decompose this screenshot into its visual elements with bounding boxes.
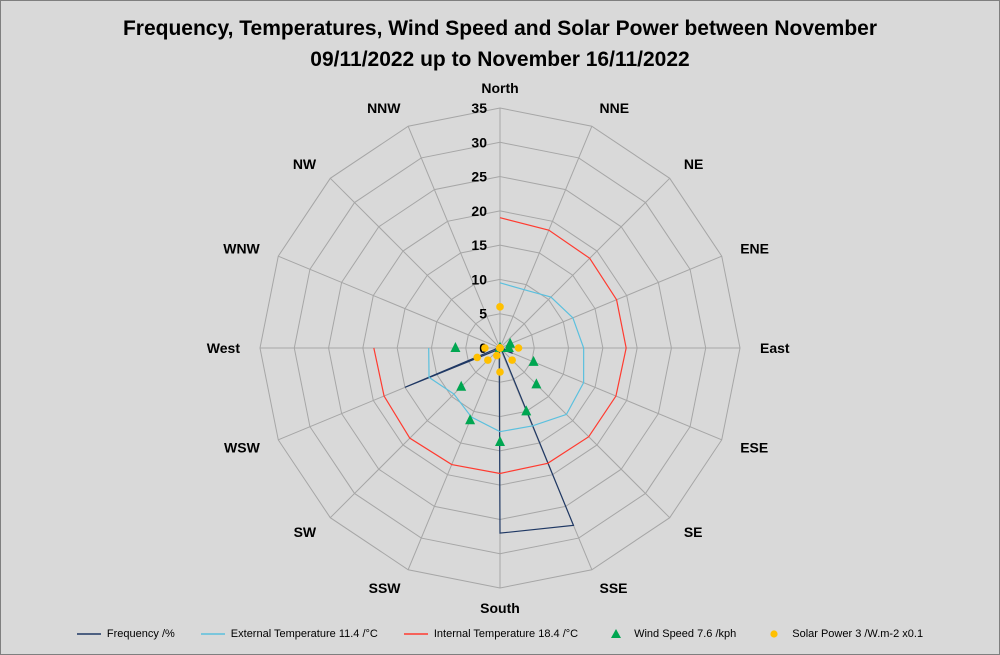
legend-label: External Temperature 11.4 /°C <box>230 628 378 640</box>
category-label: NNE <box>599 100 629 116</box>
legend-label: Internal Temperature 18.4 /°C <box>433 628 579 640</box>
grid-spoke <box>499 126 593 349</box>
category-label: WNW <box>223 241 260 257</box>
legend-label: Frequency /% <box>106 628 175 640</box>
category-label: SE <box>684 524 703 540</box>
solar-power-point <box>508 356 516 364</box>
radial-tick-label: 15 <box>471 237 487 253</box>
solar-power-point <box>484 356 492 364</box>
grid-spoke <box>499 347 671 519</box>
chart-title: Frequency, Temperatures, Wind Speed and … <box>122 17 878 71</box>
category-label: NNW <box>367 100 401 116</box>
series-line <box>428 282 585 433</box>
category-label: South <box>480 600 520 616</box>
legend-swatch <box>611 629 622 638</box>
wind-speed-point <box>503 342 514 352</box>
wind-speed-point <box>450 342 461 352</box>
legend-item: External Temperature 11.4 /°C <box>200 628 378 640</box>
radial-tick-label: 20 <box>471 203 487 219</box>
legend-item: Frequency /% <box>76 628 175 640</box>
solar-power-point <box>493 351 501 360</box>
legend-label: Solar Power 3 /W.m-2 x0.1 <box>792 628 924 640</box>
legend-swatch <box>770 630 778 638</box>
legend-swatch <box>76 633 101 635</box>
category-label: North <box>481 80 518 96</box>
legend-marker <box>611 629 622 638</box>
solar-power-point <box>514 344 523 352</box>
wind-speed-point <box>495 435 505 446</box>
category-label: WSW <box>224 439 261 455</box>
solar-power-point <box>473 353 481 362</box>
category-label: SW <box>294 524 317 540</box>
category-label: NE <box>684 156 703 172</box>
solar-power-point <box>496 368 504 376</box>
wind-speed-point <box>528 355 539 366</box>
solar-power-point <box>496 344 504 352</box>
category-label: West <box>207 340 241 356</box>
legend-item: Internal Temperature 18.4 /°C <box>403 628 579 640</box>
grid-spoke <box>499 177 671 349</box>
grid-spoke <box>278 255 501 349</box>
wind-speed-point <box>465 414 476 425</box>
legend-item: Wind Speed 7.6 /kph <box>604 628 736 640</box>
radial-tick-label: 35 <box>471 100 487 116</box>
category-label: SSE <box>599 580 627 596</box>
wind-speed-point <box>521 405 532 416</box>
category-label: ENE <box>740 241 769 257</box>
grid-spoke <box>329 177 501 349</box>
grid-spoke <box>329 347 501 519</box>
legend-swatch <box>403 633 428 635</box>
wind-speed-point <box>531 378 542 389</box>
legend: Frequency /% External Temperature 11.4 /°… <box>1 623 999 645</box>
legend-item: Solar Power 3 /W.m-2 x0.1 <box>762 628 923 640</box>
solar-power-point <box>481 344 489 352</box>
radial-tick-label: 10 <box>471 271 487 287</box>
grid-spoke <box>407 347 501 570</box>
grid-spoke <box>499 255 722 349</box>
grid-spoke <box>407 126 501 349</box>
category-label: NW <box>293 156 317 172</box>
category-label: ESE <box>740 439 768 455</box>
legend-swatch <box>200 633 225 635</box>
legend-label: Wind Speed 7.6 /kph <box>634 628 737 640</box>
series-line <box>373 217 627 475</box>
legend-marker <box>770 630 778 638</box>
solar-power-point <box>496 303 504 311</box>
radial-tick-label: 30 <box>471 134 487 150</box>
radial-tick-label: 25 <box>471 169 487 185</box>
radial-tick-label: 5 <box>479 306 487 322</box>
category-label: East <box>760 340 790 356</box>
category-label: SSW <box>369 580 402 596</box>
wind-speed-point <box>456 380 467 391</box>
